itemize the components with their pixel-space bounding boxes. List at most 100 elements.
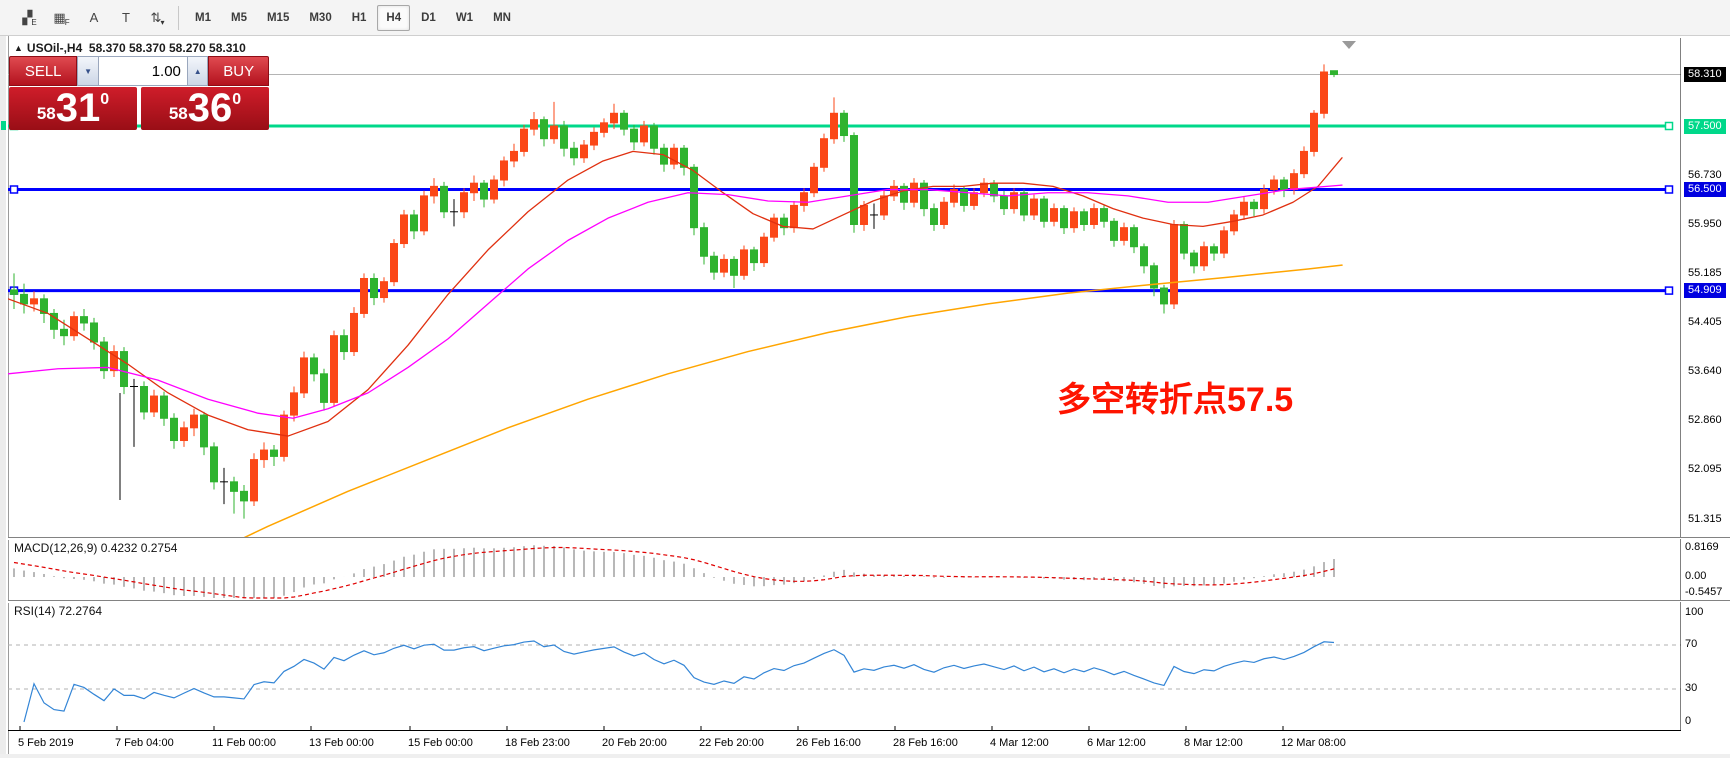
candle-body <box>780 217 788 229</box>
timeframe-m30-button[interactable]: M30 <box>309 11 332 24</box>
time-label: 18 Feb 23:00 <box>505 737 570 749</box>
candle-body <box>90 322 98 343</box>
candle-body <box>980 182 988 194</box>
draw-e-tool-icon: ▞ <box>22 9 33 25</box>
chart-header[interactable]: ▲ USOil-,H4 58.370 58.370 58.270 58.310 <box>14 41 246 55</box>
chart-shift-triangle-icon[interactable] <box>1342 41 1356 49</box>
support-56.5-anchor[interactable] <box>9 185 19 194</box>
draw-e-tool-button[interactable]: ▞ E <box>22 9 37 28</box>
candle-body <box>20 293 28 305</box>
candle-body <box>1220 230 1228 254</box>
volume-increase-button[interactable]: ▲ <box>186 56 209 86</box>
collapse-icon[interactable]: ▲ <box>14 43 23 53</box>
candle-body <box>120 351 128 388</box>
buy-price-button[interactable]: 58 36 0 <box>141 87 269 130</box>
candle-body <box>750 249 758 264</box>
timeframe-h4-button[interactable]: H4 <box>377 4 411 31</box>
volume-input[interactable] <box>98 56 187 86</box>
support-54.909-anchor[interactable] <box>1664 286 1674 295</box>
candle-body <box>900 185 908 203</box>
candle-body <box>1250 201 1258 210</box>
candle-body <box>840 112 848 137</box>
candle-body <box>1300 150 1308 175</box>
timeframe-d1-button[interactable]: D1 <box>421 11 436 24</box>
candle-body <box>1040 198 1048 222</box>
text-box-tool-icon: T <box>122 10 130 25</box>
buy-button[interactable]: BUY <box>208 56 270 86</box>
candle-body <box>1000 195 1008 210</box>
trade-controls-row: SELL ▼ ▲ BUY <box>9 56 270 86</box>
candle-body <box>1270 179 1278 191</box>
candle-body <box>370 277 378 299</box>
support-56.5-anchor[interactable] <box>1664 185 1674 194</box>
window-bottom-edge <box>0 754 1730 758</box>
candle-body <box>700 227 708 257</box>
candle-body <box>1240 201 1248 216</box>
candle-body <box>820 138 828 168</box>
indicator-axis-label-70: 70 <box>1685 638 1698 650</box>
ma-slow-orange <box>243 264 1343 537</box>
macd-panel-separator[interactable] <box>8 537 1730 540</box>
candle-body <box>880 195 888 216</box>
candle-body <box>400 214 408 245</box>
price-label-52.095: 52.095 <box>1688 463 1722 475</box>
timeframe-h1-button[interactable]: H1 <box>351 11 367 24</box>
candle-body <box>410 214 418 232</box>
draw-f-tool-button[interactable]: ▦ F <box>53 9 70 28</box>
price-label-51.315: 51.315 <box>1688 512 1722 525</box>
sell-button[interactable]: SELL <box>9 56 78 86</box>
candle-body <box>950 189 958 203</box>
candle-body <box>420 195 428 232</box>
candle-body <box>1170 223 1178 305</box>
candle-body <box>460 192 468 213</box>
price-chart-canvas[interactable] <box>8 38 1681 537</box>
candle-body <box>60 328 68 337</box>
candle-body <box>730 258 738 276</box>
rsi-panel-separator[interactable] <box>8 600 1730 603</box>
candle-body <box>1310 112 1318 152</box>
timeframe-m1-button[interactable]: M1 <box>195 11 211 24</box>
candle-body <box>100 341 108 372</box>
text-annotation[interactable]: 多空转折点57.5 <box>1057 381 1294 419</box>
candle-body <box>760 236 768 264</box>
time-label: 20 Feb 20:00 <box>602 737 667 749</box>
price-label-56.500: 56.500 <box>1684 182 1726 197</box>
candle-body <box>560 125 568 149</box>
candle-body <box>30 298 38 305</box>
candle-body <box>520 128 528 152</box>
rsi-line <box>23 640 1335 723</box>
timeframe-m5-button[interactable]: M5 <box>230 11 247 24</box>
rsi-canvas[interactable] <box>8 602 1681 731</box>
candle-body <box>1140 246 1148 267</box>
hline-left-anchor-green[interactable] <box>1 121 6 130</box>
timeframe-m15-button[interactable]: M15 <box>266 11 290 24</box>
candle-body <box>1200 246 1208 267</box>
candle-body <box>1020 192 1028 216</box>
timeframe-w1-button[interactable]: W1 <box>455 11 474 24</box>
candle-body <box>640 125 648 143</box>
resistance-57.5-anchor[interactable] <box>1664 121 1674 131</box>
candle-body <box>710 255 718 273</box>
candle-body <box>1180 223 1188 254</box>
sell-price-button[interactable]: 58 31 0 <box>9 87 137 130</box>
toolbar: ▞ E ▦ F A T ⇅ ▾ M1 M5 M15 M30 H1 H4 D1 W1 MN <box>0 0 1730 36</box>
candle-body <box>610 112 618 124</box>
text-box-tool-button[interactable]: T <box>112 4 140 32</box>
price-label-54.405: 54.405 <box>1688 316 1722 329</box>
timeframe-mn-button[interactable]: MN <box>493 11 511 24</box>
style-arrows-tool-button[interactable]: ⇅ ▾ <box>150 9 165 28</box>
candle-body <box>660 147 668 165</box>
candle-body <box>150 395 158 413</box>
price-label-57.500: 57.500 <box>1684 118 1726 134</box>
text-label-tool-icon: A <box>89 10 99 25</box>
text-label-tool-button[interactable]: A <box>80 4 108 32</box>
candle-body <box>270 449 278 457</box>
macd-canvas[interactable] <box>8 539 1681 600</box>
candle-body <box>170 417 178 442</box>
volume-decrease-button[interactable]: ▼ <box>77 56 99 86</box>
candle-body <box>570 147 578 159</box>
candle-body <box>630 128 638 143</box>
indicator-axis-label-100: 100 <box>1685 606 1704 618</box>
candle-body <box>320 373 328 403</box>
candle-body <box>620 112 628 130</box>
